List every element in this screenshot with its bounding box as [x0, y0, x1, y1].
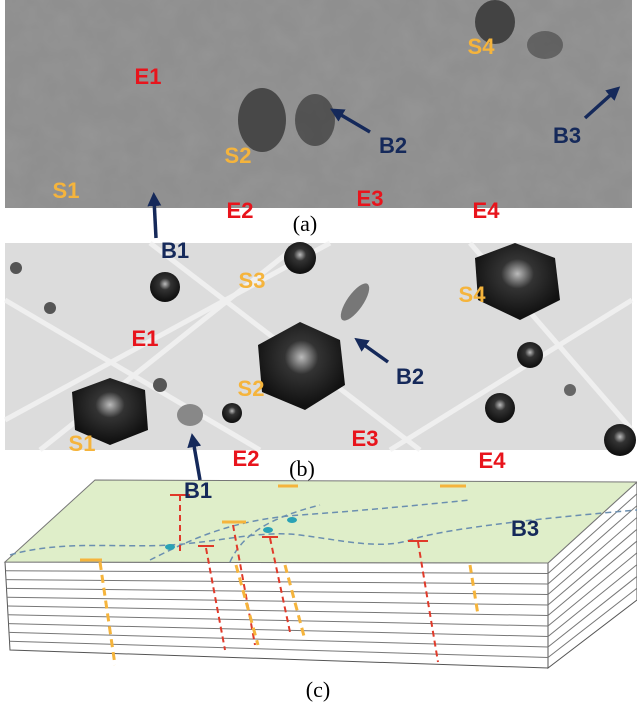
- region-label: E1: [132, 326, 159, 351]
- schematic: [5, 480, 637, 668]
- region-label: E3: [352, 426, 379, 451]
- region-label: S2: [238, 376, 265, 401]
- figure: (a) E1 S4 S2 B2 B3 S1 E2 E3 E4 B1 (b) S3 S4 E1 B2 S2 S1 E3…: [0, 0, 637, 719]
- region-label: B3: [511, 516, 539, 541]
- region-label: B2: [396, 364, 424, 389]
- region-label: B3: [553, 123, 581, 148]
- region-label: S3: [239, 268, 266, 293]
- region-label: B1: [184, 478, 212, 503]
- region-label: E3: [357, 186, 384, 211]
- region-label: B1: [161, 238, 189, 263]
- region-label: E4: [473, 198, 501, 223]
- region-label: E1: [135, 64, 162, 89]
- region-label: S4: [459, 282, 487, 307]
- panel-caption: (b): [289, 456, 315, 481]
- region-label: E4: [479, 448, 507, 473]
- region-label: E2: [227, 198, 254, 223]
- panel-caption: (c): [306, 677, 330, 702]
- region-label: S1: [69, 431, 96, 456]
- panel-a-image: [5, 0, 632, 208]
- region-label: S1: [53, 178, 80, 203]
- panel-caption: (a): [293, 211, 317, 236]
- region-label: E2: [233, 446, 260, 471]
- region-label: B2: [379, 133, 407, 158]
- region-label: S2: [225, 143, 252, 168]
- region-label: S4: [468, 34, 496, 59]
- panel-b-image: [5, 242, 636, 456]
